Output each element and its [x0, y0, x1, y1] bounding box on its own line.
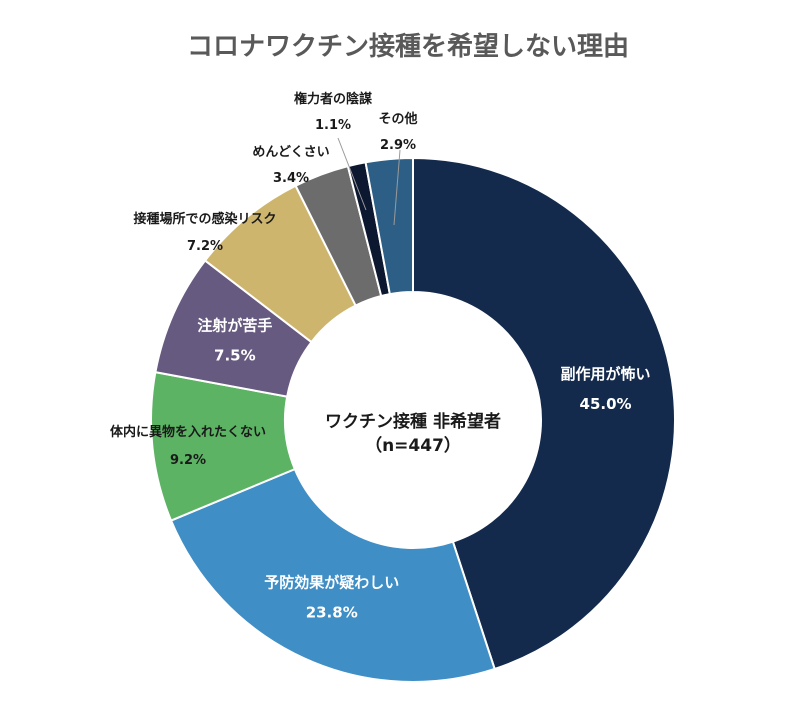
slice-0	[412, 156, 676, 671]
slice-labels-group: 副作用が怖い 45.0% 予防効果が疑わしい 23.8% 体内に異物を入れたくない 9.2…	[110, 91, 651, 621]
slice-value-label-2: 9.2%	[170, 453, 206, 468]
slice-value-label-4: 7.2%	[187, 239, 223, 254]
slice-value-label-6: 1.1%	[315, 118, 351, 133]
center-label-line1: ワクチン接種 非希望者	[325, 411, 501, 432]
leader-line-7	[393, 149, 401, 226]
slice-value-label-7: 2.9%	[380, 138, 416, 153]
chart-title: コロナワクチン接種を希望しない理由	[187, 31, 629, 62]
slice-label-5: めんどくさい	[252, 145, 329, 160]
slice-label-7: その他	[378, 111, 417, 127]
slice-label-3: 注射が苦手	[197, 317, 272, 335]
slice-label-6: 権力者の陰謀	[294, 91, 373, 107]
slice-label-2: 体内に異物を入れたくない	[110, 424, 266, 440]
slice-label-1: 予防効果が疑わしい	[264, 573, 399, 591]
leader-lines-group	[337, 137, 401, 226]
slice-value-label-3: 7.5%	[214, 347, 256, 365]
slice-1	[169, 467, 496, 683]
slice-value-label-5: 3.4%	[273, 171, 309, 186]
slice-value-label-0: 45.0%	[580, 395, 632, 413]
slices-group	[150, 156, 676, 683]
leader-line-6	[337, 137, 367, 211]
slice-7	[364, 156, 414, 296]
center-label-line2: （n=447）	[365, 435, 461, 456]
slice-value-label-1: 23.8%	[306, 603, 358, 621]
slice-label-0: 副作用が怖い	[561, 365, 651, 383]
slice-label-4: 接種場所での感染リスク	[133, 211, 276, 227]
